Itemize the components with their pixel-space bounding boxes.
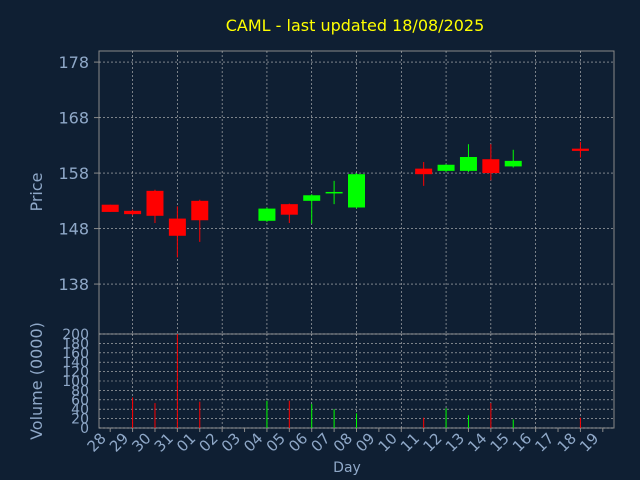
volume-y-tick-label: 60 — [71, 393, 89, 409]
volume-gridlines — [99, 333, 614, 429]
volume-y-tick-label: 200 — [62, 327, 89, 343]
candlesticks — [101, 142, 589, 258]
volume-axis-label: Volume (0000) — [27, 322, 46, 440]
candle-body-06 — [303, 195, 321, 201]
price-y-tick-label: 178 — [58, 53, 89, 72]
x-tick-labels: 2829303101020304050607080910111213141516… — [84, 428, 604, 456]
price-panel: 178 168 158 148 138 Price — [27, 50, 615, 335]
candle-body-29 — [124, 210, 142, 215]
chart-title: CAML - last updated 18/08/2025 — [226, 16, 485, 35]
price-y-tick-labels: 178 168 158 148 138 — [58, 53, 99, 294]
x-tick-label: 19 — [576, 429, 602, 455]
volume-y-tick-label: 120 — [62, 365, 89, 381]
candle-body-30 — [146, 190, 164, 216]
volume-y-tick-label: 20 — [71, 412, 89, 428]
candle-body-08 — [348, 174, 365, 208]
volume-bars — [132, 334, 581, 428]
candle-body-04 — [258, 208, 276, 221]
candle-body-13 — [459, 156, 477, 171]
candle-body-31 — [168, 218, 186, 236]
candle-body-01 — [191, 200, 209, 221]
volume-y-tick-label: 80 — [71, 383, 89, 399]
candle-body-11 — [415, 168, 433, 175]
candle-body-14 — [482, 159, 500, 174]
volume-y-tick-label: 100 — [62, 374, 89, 390]
price-y-tick-label: 138 — [58, 275, 89, 294]
candle-body-18 — [571, 148, 589, 151]
price-axis-label: Price — [27, 172, 46, 211]
volume-y-tick-label: 160 — [62, 346, 89, 362]
price-y-tick-label: 168 — [58, 109, 89, 128]
price-y-tick-label: 158 — [58, 164, 89, 183]
volume-y-tick-label: 0 — [80, 421, 89, 437]
candle-body-28 — [101, 204, 119, 212]
volume-y-tick-label: 140 — [62, 355, 89, 371]
price-y-tick-label: 148 — [58, 220, 89, 239]
volume-y-tick-label: 180 — [62, 336, 89, 352]
candle-body-15 — [504, 160, 522, 167]
candle-body-12 — [437, 164, 455, 171]
candle-body-07 — [325, 191, 343, 194]
x-axis-label: Day — [333, 460, 361, 476]
volume-y-tick-label: 40 — [71, 402, 89, 418]
candle-body-05 — [280, 204, 298, 215]
